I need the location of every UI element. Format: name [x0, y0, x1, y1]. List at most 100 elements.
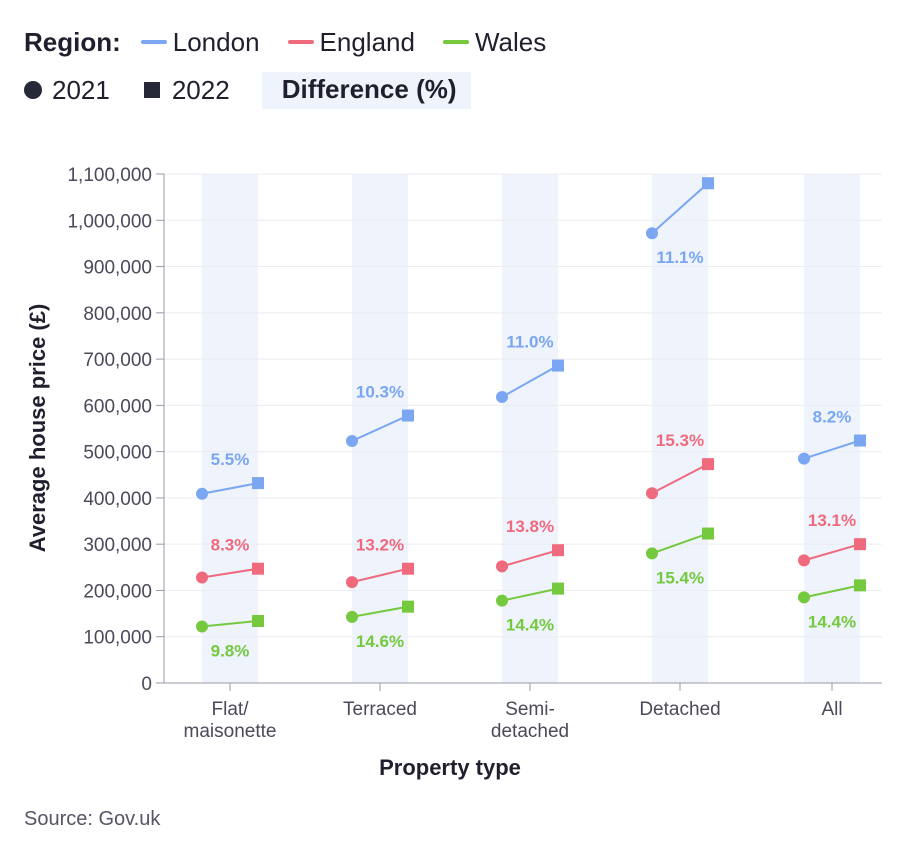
legend-item-2022: 2022 [138, 75, 230, 106]
difference-label-england: 13.2% [356, 536, 404, 555]
legend-label-2022: 2022 [171, 74, 230, 105]
point-2022-london[interactable] [702, 177, 714, 190]
point-2022-london[interactable] [402, 409, 414, 422]
connector-london [501, 364, 559, 398]
difference-label-london: 11.0% [506, 333, 553, 352]
connector-london [803, 439, 861, 460]
difference-label-wales: 15.4% [656, 568, 704, 587]
x-tick-label: Semi- [505, 699, 555, 720]
point-2021-wales[interactable] [798, 591, 810, 604]
difference-label-england: 15.3% [656, 431, 704, 450]
y-tick-label: 200,000 [83, 581, 152, 602]
legend-label-london: London [172, 26, 260, 57]
connector-england [803, 543, 861, 562]
y-tick-label: 0 [141, 674, 152, 695]
x-axis-title: Property type [379, 755, 521, 780]
y-axis-title: Average house price (£) [25, 304, 50, 553]
point-2022-england[interactable] [402, 562, 414, 575]
point-2021-london[interactable] [646, 227, 658, 240]
difference-label-wales: 14.4% [506, 616, 554, 635]
point-2021-london[interactable] [196, 487, 208, 500]
point-2022-wales[interactable] [854, 579, 866, 592]
difference-label-london: 8.2% [813, 408, 852, 427]
point-2021-england[interactable] [346, 576, 358, 589]
y-tick-label: 400,000 [83, 489, 152, 510]
connector-england [501, 549, 559, 568]
point-2022-london[interactable] [252, 477, 264, 490]
connector-wales [803, 584, 861, 599]
difference-label-england: 13.1% [808, 511, 856, 530]
legend-label-2021: 2021 [52, 74, 110, 105]
difference-label-london: 5.5% [211, 450, 250, 469]
point-2021-england[interactable] [798, 554, 810, 567]
point-2022-england[interactable] [854, 538, 866, 551]
y-tick-label: 900,000 [83, 258, 152, 279]
source-note: Source: Gov.uk [24, 808, 161, 830]
connector-wales [201, 619, 259, 628]
point-2022-london[interactable] [552, 359, 564, 372]
point-2022-london[interactable] [854, 434, 866, 447]
point-2021-wales[interactable] [646, 547, 658, 560]
connector-wales [501, 587, 559, 602]
difference-label-england: 8.3% [211, 536, 250, 555]
legend-item-london[interactable]: London [140, 26, 260, 58]
x-tick-label: Detached [639, 699, 720, 720]
legend-line-london [140, 40, 167, 44]
point-2022-wales[interactable] [402, 600, 414, 613]
difference-label-wales: 14.6% [356, 632, 404, 651]
point-2022-wales[interactable] [552, 582, 564, 595]
point-2022-england[interactable] [252, 562, 264, 575]
point-2021-london[interactable] [496, 391, 508, 404]
category-band [502, 174, 558, 683]
x-tick-label: All [821, 699, 842, 720]
circle-marker-icon [24, 81, 42, 99]
connector-london [651, 182, 709, 234]
connector-england [351, 567, 409, 584]
category-band [804, 174, 860, 683]
connector-wales [351, 605, 409, 618]
difference-label-london: 10.3% [356, 383, 404, 402]
legend-line-england [287, 40, 314, 44]
y-tick-label: 300,000 [83, 535, 152, 556]
legend-item-2021: 2021 [24, 75, 110, 106]
point-2021-wales[interactable] [496, 594, 508, 607]
point-2021-london[interactable] [346, 434, 358, 447]
difference-label-england: 13.8% [506, 517, 554, 536]
point-2022-england[interactable] [552, 544, 564, 557]
legend-label-wales: Wales [474, 26, 547, 57]
point-2021-england[interactable] [196, 571, 208, 584]
x-tick-label: detached [491, 721, 569, 742]
point-2021-wales[interactable] [346, 610, 358, 623]
point-2021-england[interactable] [496, 560, 508, 573]
point-2021-wales[interactable] [196, 620, 208, 633]
legend-item-wales[interactable]: Wales [442, 26, 547, 58]
connector-england [201, 567, 259, 579]
legend-difference-label: Difference (%) [261, 71, 471, 109]
legend-line-wales [442, 40, 469, 44]
point-2021-england[interactable] [646, 487, 658, 500]
y-tick-label: 1,000,000 [67, 211, 152, 232]
x-tick-label: maisonette [184, 721, 277, 742]
difference-label-wales: 14.4% [808, 612, 856, 631]
point-2021-london[interactable] [798, 452, 810, 465]
point-2022-wales[interactable] [252, 614, 264, 627]
legend-item-england[interactable]: England [287, 27, 415, 58]
legend-region-row: Region: London England Wales [24, 22, 574, 62]
legend: Region: London England Wales 2021 2022 D… [24, 22, 574, 110]
connector-wales [651, 532, 709, 555]
legend-region-title: Region: [24, 26, 121, 57]
connector-england [651, 463, 709, 495]
y-tick-label: 1,100,000 [67, 165, 152, 186]
difference-label-wales: 9.8% [211, 642, 250, 661]
category-band [652, 174, 708, 683]
connector-london [201, 482, 259, 495]
y-tick-label: 100,000 [83, 628, 152, 649]
legend-year-row: 2021 2022 Difference (%) [24, 70, 574, 110]
category-band [202, 174, 258, 683]
point-2022-england[interactable] [702, 458, 714, 471]
y-tick-label: 700,000 [83, 350, 152, 371]
square-marker-icon [143, 82, 160, 98]
y-tick-label: 500,000 [83, 443, 152, 464]
point-2022-wales[interactable] [702, 527, 714, 540]
